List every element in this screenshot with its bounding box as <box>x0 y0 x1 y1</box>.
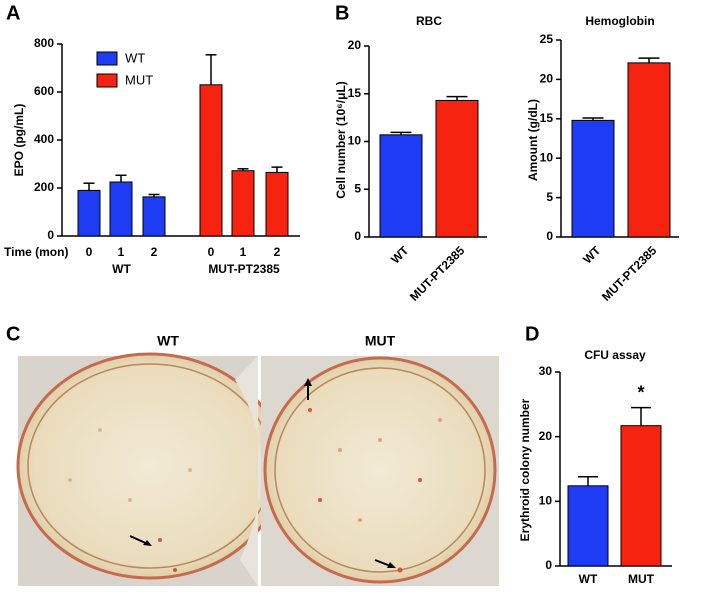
y-tick-label: 0 <box>47 228 54 242</box>
y-axis-label: EPO (pg/mL) <box>12 104 26 177</box>
legend-swatch <box>96 73 118 88</box>
y-tick-label: 200 <box>34 180 54 194</box>
bar <box>109 181 133 237</box>
panel-label: C <box>6 323 20 345</box>
photo-mut <box>261 356 499 586</box>
y-tick-label: 5 <box>546 190 553 204</box>
y-tick-label: 800 <box>34 36 54 50</box>
photo-title: MUT <box>365 333 396 349</box>
y-tick-label: 600 <box>34 84 54 98</box>
panel-label: D <box>525 323 539 345</box>
legend-label: WT <box>125 50 145 65</box>
bar <box>379 134 423 238</box>
y-tick-label: 0 <box>546 229 553 243</box>
y-tick-label: 20 <box>348 38 362 52</box>
y-tick-label: 10 <box>540 150 554 164</box>
x-tick-label: WT <box>580 243 604 267</box>
chart-title: RBC <box>416 14 442 28</box>
bar <box>567 485 609 567</box>
x-tick-label: MUT-PT2385 <box>599 243 660 304</box>
group-label: WT <box>112 262 131 276</box>
x-axis-label: Time (mon) <box>4 245 68 259</box>
annotation: * <box>637 382 644 402</box>
x-tick-label: 1 <box>118 245 125 259</box>
x-tick-label: 2 <box>151 245 158 259</box>
y-tick-label: 15 <box>540 111 554 125</box>
chart-title: Hemoglobin <box>585 14 654 28</box>
photo-wt <box>16 352 284 586</box>
y-axis-label: Amount (g/dL) <box>526 99 540 181</box>
y-tick-label: 20 <box>540 72 554 86</box>
y-tick-label: 10 <box>539 494 553 508</box>
x-tick-label: 2 <box>274 245 281 259</box>
group-label: MUT-PT2385 <box>208 262 280 276</box>
bar <box>77 189 101 237</box>
y-tick-label: 25 <box>540 32 554 46</box>
x-tick-label: WT <box>388 243 412 267</box>
photo-title: WT <box>157 333 179 349</box>
bar <box>265 171 289 237</box>
legend-swatch <box>96 51 118 66</box>
y-tick-label: 15 <box>348 86 362 100</box>
y-tick-label: 0 <box>354 229 361 243</box>
panel-label: A <box>6 2 20 24</box>
panel-label: B <box>335 2 349 24</box>
y-tick-label: 400 <box>34 132 54 146</box>
bar <box>620 425 662 567</box>
y-tick-label: 20 <box>539 429 553 443</box>
x-tick-label: 1 <box>240 245 247 259</box>
y-tick-label: 5 <box>354 181 361 195</box>
y-axis-label: Cell number (10⁶/μL) <box>334 81 348 199</box>
bar <box>199 84 223 237</box>
x-tick-label: 0 <box>86 245 93 259</box>
chart-title: CFU assay <box>584 348 646 362</box>
bar <box>571 119 615 238</box>
bar <box>231 170 255 237</box>
y-axis-label: Erythroid colony number <box>518 398 532 541</box>
x-tick-label: 0 <box>208 245 215 259</box>
bar <box>142 196 166 237</box>
x-tick-label: MUT-PT2385 <box>407 243 468 304</box>
legend-label: MUT <box>125 72 153 87</box>
bar <box>627 62 671 238</box>
x-tick-label: MUT <box>628 572 655 586</box>
x-tick-label: WT <box>579 572 598 586</box>
y-tick-label: 30 <box>539 364 553 378</box>
y-tick-label: 10 <box>348 134 362 148</box>
y-tick-label: 0 <box>545 558 552 572</box>
bar <box>435 99 479 238</box>
